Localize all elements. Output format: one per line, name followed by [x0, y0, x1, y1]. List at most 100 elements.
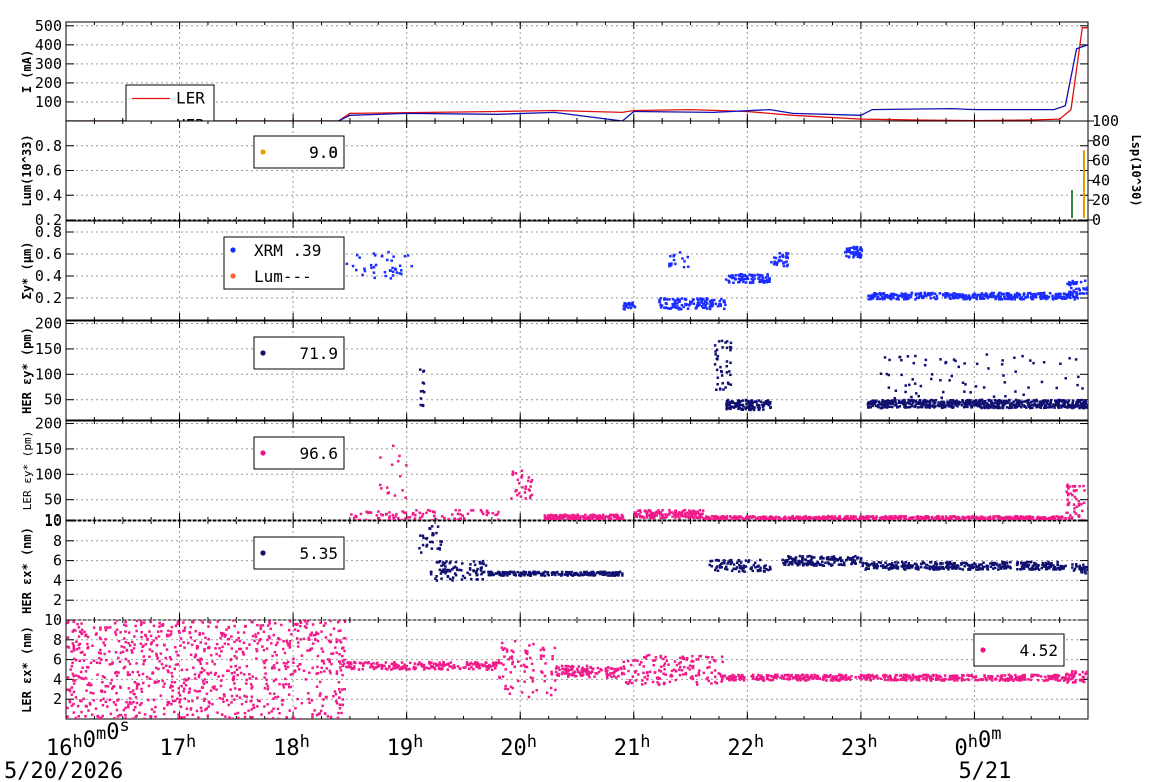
- data-point: [78, 659, 81, 663]
- data-point: [727, 407, 731, 410]
- data-point: [511, 471, 515, 474]
- data-point: [939, 563, 942, 566]
- data-point: [992, 402, 995, 405]
- data-point: [1031, 515, 1035, 519]
- data-point: [1038, 405, 1041, 408]
- data-point: [233, 698, 236, 701]
- data-point: [211, 686, 214, 689]
- data-point: [887, 386, 891, 389]
- data-point: [928, 401, 932, 404]
- data-point: [674, 262, 677, 266]
- data-point: [421, 534, 425, 537]
- data-point: [975, 297, 978, 301]
- data-point: [1032, 399, 1036, 402]
- data-point: [681, 514, 684, 518]
- data-point: [684, 298, 688, 301]
- data-point: [915, 392, 918, 395]
- data-point: [934, 399, 938, 402]
- data-point: [747, 559, 751, 562]
- data-point: [152, 624, 156, 628]
- data-point: [780, 259, 783, 263]
- data-point: [1064, 399, 1067, 402]
- data-point: [776, 261, 779, 264]
- data-point: [1039, 297, 1043, 301]
- data-point: [958, 567, 962, 570]
- data-point: [848, 517, 852, 520]
- data-point: [438, 560, 441, 563]
- data-point: [748, 408, 751, 411]
- data-point: [455, 566, 458, 570]
- data-point: [419, 390, 423, 393]
- data-point: [969, 401, 972, 405]
- data-point: [194, 629, 197, 633]
- data-point: [702, 517, 705, 520]
- data-point: [851, 560, 854, 564]
- data-point: [706, 297, 709, 300]
- data-point: [905, 518, 908, 520]
- data-point: [255, 648, 258, 651]
- data-point: [162, 685, 165, 688]
- data-point: [277, 717, 280, 719]
- data-point: [841, 518, 845, 520]
- data-point: [919, 405, 922, 409]
- data-point: [1003, 566, 1006, 569]
- data-point: [267, 635, 271, 638]
- data-point: [422, 536, 425, 540]
- data-point: [888, 358, 891, 362]
- data-point: [280, 623, 283, 627]
- data-point: [170, 625, 174, 629]
- data-point: [1078, 292, 1082, 295]
- data-point: [1076, 383, 1079, 387]
- data-point: [1058, 398, 1061, 402]
- data-point: [722, 388, 725, 391]
- data-point: [230, 694, 234, 698]
- data-point: [981, 399, 984, 402]
- data-point: [938, 292, 942, 295]
- data-point: [875, 516, 878, 520]
- data-point: [1057, 293, 1060, 296]
- data-point: [1081, 292, 1084, 295]
- data-point: [759, 400, 763, 403]
- data-point: [722, 516, 725, 520]
- data-point: [741, 517, 745, 520]
- data-point: [478, 562, 482, 565]
- data-point: [826, 514, 830, 518]
- data-point: [708, 307, 712, 311]
- data-point: [777, 516, 781, 519]
- data-point: [673, 253, 676, 257]
- data-point: [601, 514, 604, 518]
- data-point: [942, 567, 945, 570]
- data-point: [734, 274, 737, 277]
- data-point: [150, 641, 153, 644]
- data-point: [449, 560, 452, 563]
- data-point: [622, 307, 625, 310]
- data-point: [934, 297, 937, 301]
- data-point: [145, 675, 149, 679]
- data-point: [443, 516, 446, 520]
- data-point: [343, 620, 347, 623]
- data-point: [744, 281, 748, 284]
- data-point: [598, 572, 602, 576]
- data-point: [889, 517, 893, 520]
- data-point: [114, 703, 117, 706]
- data-point: [704, 305, 707, 309]
- data-point: [1024, 296, 1028, 299]
- data-point: [543, 570, 547, 574]
- data-point: [895, 566, 898, 570]
- data-point: [725, 340, 729, 343]
- data-point: [867, 298, 870, 301]
- data-point: [737, 281, 740, 284]
- data-point: [248, 643, 251, 646]
- data-point: [391, 270, 395, 273]
- data-point: [672, 255, 675, 258]
- data-point: [891, 292, 895, 296]
- data-point: [442, 563, 445, 567]
- data-point: [978, 518, 981, 520]
- data-point: [112, 701, 116, 704]
- data-point: [558, 573, 562, 576]
- data-point: [985, 405, 988, 409]
- data-point: [968, 568, 972, 571]
- data-point: [751, 569, 754, 573]
- data-point: [967, 517, 971, 520]
- data-point: [739, 400, 743, 403]
